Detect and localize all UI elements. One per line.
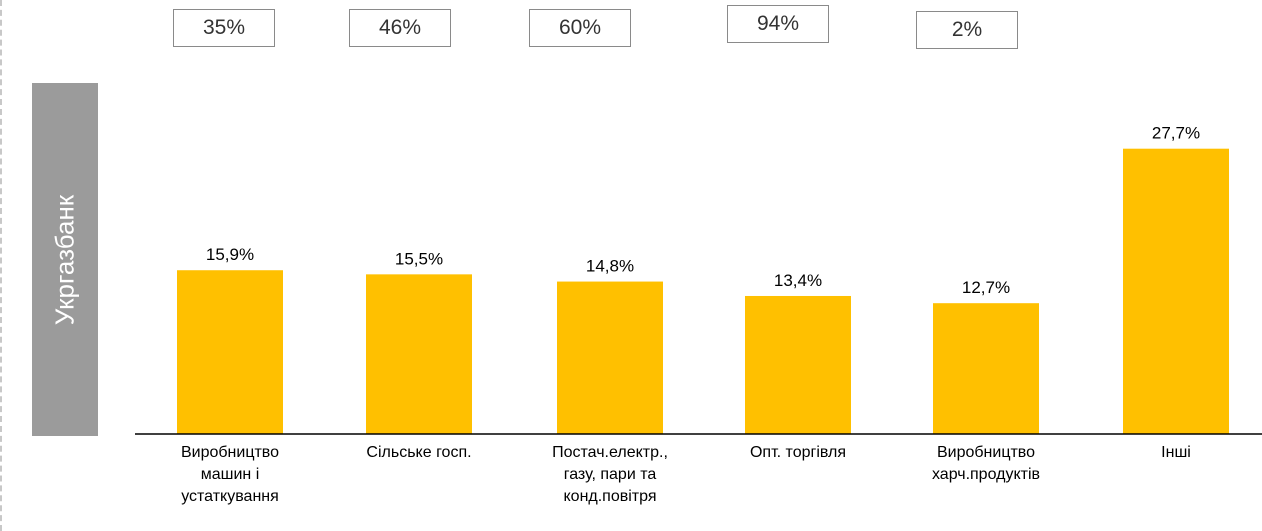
share-box-5: 2% [916,11,1018,49]
data-label-5: 12,7% [962,278,1010,297]
bank-name-panel: Укргазбанк [32,83,98,436]
bar-6 [1123,148,1229,434]
data-labels-group: 15,9% 15,5% 14,8% 13,4% 12,7% 27,7% [206,124,1200,298]
data-label-3: 14,8% [586,257,634,276]
dashed-frame-edge [0,0,2,531]
category-label-1: Виробництво машин і устаткування [180,444,280,505]
bar-3 [557,281,663,434]
share-box-3: 60% [529,9,631,47]
data-label-1: 15,9% [206,245,254,264]
category-label-6: Інші [1161,444,1191,461]
bar-5 [933,303,1039,434]
share-box-2: 46% [349,9,451,47]
bar-2 [366,274,472,434]
category-label-2: Сільське госп. [366,444,472,461]
share-box-4: 94% [727,5,829,43]
bar-4 [745,295,851,434]
category-label-4: Опт. торгівля [749,444,847,461]
data-label-2: 15,5% [395,249,443,268]
bar-1 [177,270,283,434]
data-label-6: 27,7% [1152,124,1200,143]
category-label-3: Постач.електр., газу, пари та конд.повіт… [552,444,668,505]
bars-group [177,148,1229,434]
share-box-1: 35% [173,9,275,47]
data-label-4: 13,4% [774,271,822,290]
category-label-5: Виробництво харч.продуктів [931,444,1041,483]
